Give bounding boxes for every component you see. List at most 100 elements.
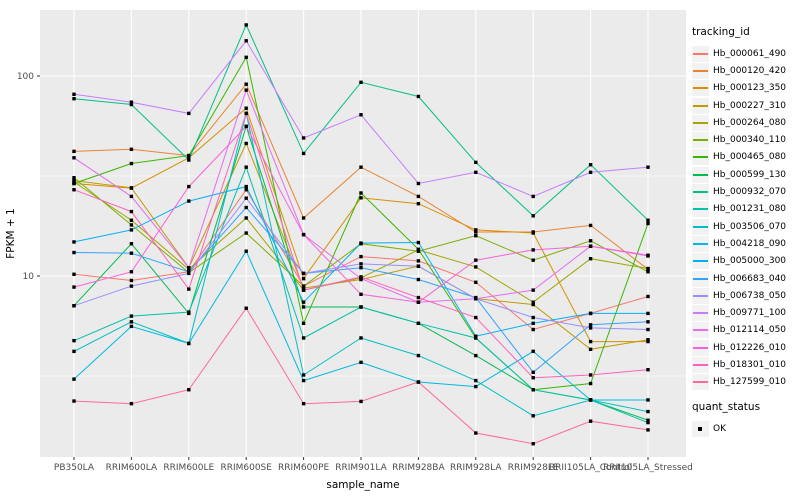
- legend-key-line-icon: [692, 45, 709, 62]
- data-point: [588, 419, 593, 423]
- data-point: [588, 311, 593, 316]
- data-point: [588, 163, 593, 167]
- y-tick-label: 10: [23, 272, 35, 282]
- x-tick-label: RRII105LA_Control: [549, 463, 632, 473]
- data-point: [129, 102, 134, 107]
- data-point: [359, 80, 363, 85]
- legend-item-label: Hb_018301_010: [713, 359, 787, 370]
- data-point: [244, 88, 248, 92]
- data-point: [646, 420, 650, 425]
- data-point: [301, 232, 306, 237]
- data-point: [301, 216, 306, 220]
- legend-key-line-icon: [692, 184, 709, 201]
- legend-item-label: Hb_006683_040: [713, 273, 787, 284]
- data-point: [244, 39, 248, 43]
- legend-key-line-icon: [692, 374, 709, 391]
- data-point: [244, 124, 248, 129]
- data-point: [531, 231, 535, 235]
- data-point: [474, 234, 478, 238]
- x-tick-label: RRIM928LE: [508, 463, 559, 473]
- data-point: [187, 199, 191, 203]
- data-point: [474, 378, 478, 383]
- data-point: [531, 349, 535, 354]
- data-point: [416, 259, 421, 263]
- legend-key-line-icon: [692, 80, 709, 97]
- data-point: [474, 265, 478, 269]
- legend-key-line-icon: [692, 287, 709, 304]
- legend-item-label: Hb_000264_080: [713, 117, 787, 128]
- data-point: [187, 341, 191, 346]
- data-point: [72, 156, 76, 160]
- legend-key-line-icon: [692, 132, 709, 149]
- data-point: [359, 275, 363, 279]
- x-tick-label: RRIM600PE: [278, 463, 330, 473]
- data-point: [531, 388, 535, 392]
- data-point: [187, 271, 191, 276]
- data-point: [129, 228, 134, 232]
- data-point: [187, 287, 191, 291]
- data-point: [474, 384, 478, 389]
- legend-key-line-icon: [692, 305, 709, 322]
- legend-key-line-icon: [692, 356, 709, 373]
- x-tick-label: RRIM928BA: [392, 463, 445, 473]
- legend-item-Hb_003506_070: Hb_003506_070: [692, 218, 798, 235]
- data-point: [301, 284, 306, 288]
- legend-item-label: Hb_003506_070: [713, 221, 787, 232]
- legend-key-line-icon: [692, 270, 709, 287]
- data-point: [301, 401, 306, 406]
- data-point: [244, 188, 248, 192]
- x-tick-label: RRIM901LA: [335, 463, 387, 473]
- data-point: [588, 381, 593, 386]
- data-point: [187, 111, 191, 116]
- legend-item-ok: OK: [692, 420, 798, 437]
- data-point: [72, 338, 76, 343]
- data-point: [474, 431, 478, 435]
- data-point: [244, 306, 248, 310]
- data-point: [359, 241, 363, 245]
- data-point: [359, 399, 363, 404]
- data-point: [646, 165, 650, 169]
- data-point: [129, 314, 134, 318]
- data-point: [129, 251, 134, 255]
- data-point: [301, 378, 306, 383]
- data-point: [531, 302, 535, 307]
- legend-item-label: Hb_000061_490: [713, 48, 787, 59]
- data-point: [72, 399, 76, 403]
- legend-item-Hb_018301_010: Hb_018301_010: [692, 356, 798, 373]
- data-point: [301, 305, 306, 309]
- data-point: [646, 218, 650, 222]
- data-point: [416, 277, 421, 282]
- data-point: [72, 304, 76, 308]
- data-point: [416, 247, 421, 251]
- data-point: [301, 151, 306, 156]
- data-point: [416, 201, 421, 206]
- data-point: [359, 113, 363, 117]
- data-point: [244, 141, 248, 146]
- data-point: [129, 186, 134, 190]
- data-point: [646, 320, 650, 324]
- data-point: [301, 271, 306, 276]
- legend-item-Hb_000599_130: Hb_000599_130: [692, 166, 798, 183]
- data-point: [301, 136, 306, 140]
- ok-square-icon: [692, 420, 709, 437]
- data-point: [588, 257, 593, 261]
- legend-item-Hb_009771_100: Hb_009771_100: [692, 304, 798, 322]
- data-point: [416, 353, 421, 358]
- data-point: [416, 249, 421, 253]
- data-point: [531, 248, 535, 252]
- data-point: [129, 278, 134, 283]
- x-tick-label: PB350LA: [54, 463, 95, 473]
- data-point: [588, 244, 593, 248]
- data-point: [646, 409, 650, 414]
- x-axis-title: sample_name: [326, 479, 399, 491]
- x-tick-label: RRIM600LA: [106, 463, 158, 473]
- data-point: [531, 194, 535, 199]
- data-point: [646, 398, 650, 402]
- data-point: [72, 272, 76, 276]
- data-point: [129, 324, 134, 329]
- data-point: [416, 194, 421, 199]
- legend-item-Hb_004218_090: Hb_004218_090: [692, 235, 798, 252]
- data-point: [244, 249, 248, 253]
- data-point: [588, 239, 593, 243]
